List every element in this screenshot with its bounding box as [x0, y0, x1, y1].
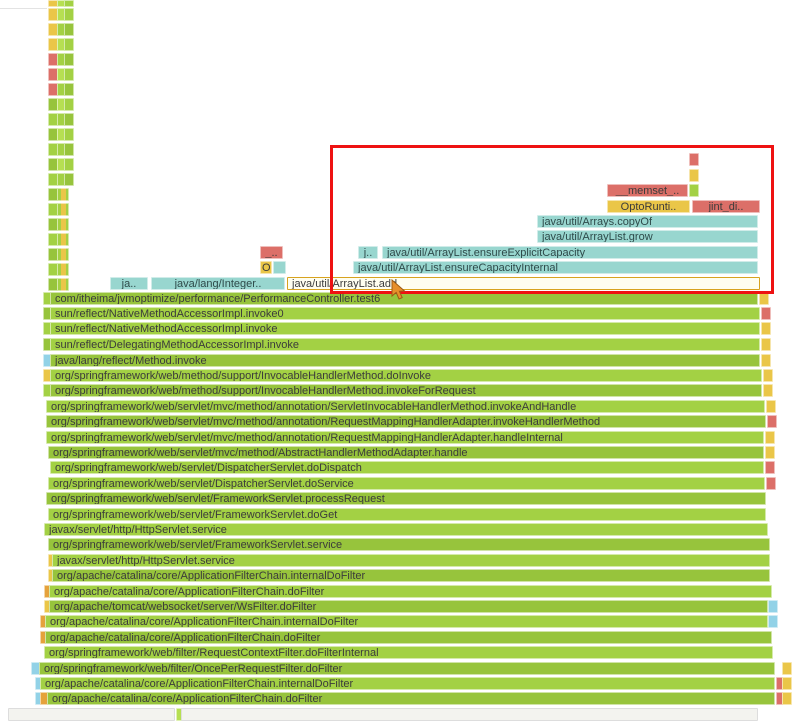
frame-[interactable]: _..	[260, 246, 283, 259]
frame-block[interactable]	[64, 38, 74, 51]
frame-block[interactable]	[765, 431, 775, 444]
frame-block[interactable]	[782, 677, 792, 690]
frame-arrays-copyof[interactable]: java/util/Arrays.copyOf	[537, 215, 758, 228]
frame-applicationfilterchain-internaldofilter[interactable]: org/apache/catalina/core/ApplicationFilt…	[45, 615, 768, 628]
frame-dispatcherservlet-dodispatch[interactable]: org/springframework/web/servlet/Dispatch…	[50, 461, 764, 474]
frame-abstracthandlermethodadapter-handle[interactable]: org/springframework/web/servlet/mvc/meth…	[48, 446, 764, 459]
frame-arraylist-grow[interactable]: java/util/ArrayList.grow	[537, 230, 758, 243]
frame-requestmappinghandleradapter-handleinternal[interactable]: org/springframework/web/servlet/mvc/meth…	[46, 431, 764, 444]
frame-block[interactable]	[64, 98, 74, 111]
frame-applicationfilterchain-dofilter[interactable]: org/apache/catalina/core/ApplicationFilt…	[49, 585, 772, 598]
frame-dispatcherservlet-doservice[interactable]: org/springframework/web/servlet/Dispatch…	[48, 477, 765, 490]
frame-block[interactable]	[759, 292, 769, 305]
frame-o[interactable]: O..	[260, 261, 272, 274]
frame-block[interactable]	[763, 384, 773, 397]
frame-block[interactable]	[761, 354, 771, 367]
frame-frameworkservlet-doget[interactable]: org/springframework/web/servlet/Framewor…	[48, 508, 766, 521]
frame-block[interactable]	[768, 600, 778, 613]
frame-arraylist-ensureexplicitcapacity[interactable]: java/util/ArrayList.ensureExplicitCapaci…	[382, 246, 758, 259]
frame-memset[interactable]: __memset_..	[607, 184, 688, 197]
frame-block[interactable]	[761, 307, 771, 320]
frame-block[interactable]	[782, 692, 792, 705]
frame-ja[interactable]: ja..	[110, 277, 148, 290]
frame-block[interactable]	[64, 53, 74, 66]
frame-block[interactable]	[57, 233, 69, 246]
frame-applicationfilterchain-dofilter[interactable]: org/apache/catalina/core/ApplicationFilt…	[47, 692, 775, 705]
frame-block[interactable]	[763, 369, 773, 382]
frame-frameworkservlet-service[interactable]: org/springframework/web/servlet/Framewor…	[48, 538, 770, 551]
frame-performancecontroller-test6[interactable]: com/itheima/jvmoptimize/performance/Perf…	[50, 292, 758, 305]
frame-block[interactable]	[64, 83, 74, 96]
frame-block[interactable]	[57, 263, 69, 276]
divider-line	[0, 8, 47, 9]
frame-nativemethodaccessorimpl-invoke[interactable]: sun/reflect/NativeMethodAccessorImpl.inv…	[50, 322, 760, 335]
frame-nativemethodaccessorimpl-invoke0[interactable]: sun/reflect/NativeMethodAccessorImpl.inv…	[50, 307, 760, 320]
frame-jint-di[interactable]: jint_di..	[692, 200, 760, 213]
frame-block[interactable]	[64, 113, 74, 126]
frame-onceperrequestfilter-dofilter[interactable]: org/springframework/web/filter/OncePerRe…	[39, 662, 775, 675]
frame-applicationfilterchain-internaldofilter[interactable]: org/apache/catalina/core/ApplicationFilt…	[52, 569, 770, 582]
frame-requestcontextfilter-dofilterinternal[interactable]: org/springframework/web/filter/RequestCo…	[44, 646, 773, 659]
frame-block[interactable]	[689, 169, 699, 182]
frame-requestmappinghandleradapter-invokehandlermethod[interactable]: org/springframework/web/servlet/mvc/meth…	[46, 415, 766, 428]
frame-invocablehandlermethod-doinvoke[interactable]: org/springframework/web/method/support/I…	[50, 369, 762, 382]
frame-httpservlet-service[interactable]: javax/servlet/http/HttpServlet.service	[44, 523, 768, 536]
frame-block[interactable]	[64, 23, 74, 36]
frame-wsfilter-dofilter[interactable]: org/apache/tomcat/websocket/server/WsFil…	[49, 600, 768, 613]
frame-block[interactable]	[64, 158, 74, 171]
frame-block[interactable]	[64, 143, 74, 156]
frame-delegatingmethodaccessorimpl-invoke[interactable]: sun/reflect/DelegatingMethodAccessorImpl…	[50, 338, 760, 351]
frame-block[interactable]	[765, 461, 775, 474]
frame-block[interactable]	[64, 0, 74, 7]
frame-block[interactable]	[57, 218, 69, 231]
frame-arraylist-ensurecapacityinternal[interactable]: java/util/ArrayList.ensureCapacityIntern…	[353, 261, 758, 274]
frame-block[interactable]	[273, 261, 286, 274]
frame-block[interactable]	[64, 8, 74, 21]
frame-integer[interactable]: java/lang/Integer..	[151, 277, 285, 290]
frame-block[interactable]	[766, 477, 776, 490]
frame-frameworkservlet-processrequest[interactable]: org/springframework/web/servlet/Framewor…	[46, 492, 766, 505]
frame-applicationfilterchain-dofilter[interactable]: org/apache/catalina/core/ApplicationFilt…	[45, 631, 772, 644]
frame-block[interactable]	[57, 203, 69, 216]
frame-block[interactable]	[57, 248, 69, 261]
frame-block[interactable]	[767, 415, 777, 428]
frame-j[interactable]: j..	[358, 246, 378, 259]
frame-block[interactable]	[765, 446, 775, 459]
frame-block[interactable]	[689, 184, 699, 197]
frame-httpservlet-service[interactable]: javax/servlet/http/HttpServlet.service	[52, 554, 770, 567]
frame-block[interactable]	[57, 278, 69, 291]
frame-applicationfilterchain-internaldofilter[interactable]: org/apache/catalina/core/ApplicationFilt…	[40, 677, 775, 690]
frame-block[interactable]	[8, 708, 175, 721]
frame-block[interactable]	[57, 188, 69, 201]
frame-arraylist-add[interactable]: java/util/ArrayList.add	[287, 277, 760, 290]
frame-block[interactable]	[768, 615, 778, 628]
frame-block[interactable]	[761, 322, 771, 335]
frame-optorunti[interactable]: OptoRunti..	[607, 200, 690, 213]
frame-block[interactable]	[761, 338, 771, 351]
frame-block[interactable]	[782, 662, 792, 675]
frame-block[interactable]	[181, 708, 758, 721]
frame-block[interactable]	[766, 400, 776, 413]
frame-block[interactable]	[64, 173, 74, 186]
frame-invocablehandlermethod-invokeforrequest[interactable]: org/springframework/web/method/support/I…	[50, 384, 762, 397]
frame-servletinvocablehandlermethod-invokeandhandle[interactable]: org/springframework/web/servlet/mvc/meth…	[46, 400, 765, 413]
frame-method-invoke[interactable]: java/lang/reflect/Method.invoke	[50, 354, 760, 367]
frame-block[interactable]	[64, 128, 74, 141]
frame-block[interactable]	[689, 153, 699, 166]
frame-block[interactable]	[64, 68, 74, 81]
